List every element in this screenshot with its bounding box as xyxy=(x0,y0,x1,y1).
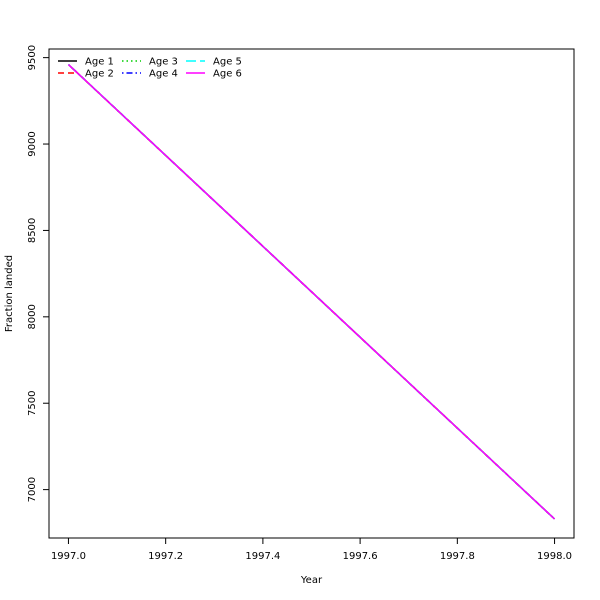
y-tick-label: 8500 xyxy=(27,218,38,243)
x-axis: 1997.0 1997.2 1997.4 1997.6 1997.8 1998.0 xyxy=(51,537,572,562)
x-tick-label: 1997.2 xyxy=(148,551,183,562)
legend-label: Age 6 xyxy=(213,69,242,80)
x-tick-label: 1997.4 xyxy=(245,551,280,562)
y-tick-label: 7000 xyxy=(27,477,38,502)
legend-label: Age 2 xyxy=(85,69,114,80)
x-tick-label: 1998.0 xyxy=(537,551,572,562)
y-axis-label: Fraction landed xyxy=(4,255,15,332)
y-axis: 7000 7500 8000 8500 9000 9500 xyxy=(27,45,50,502)
y-tick-label: 9500 xyxy=(27,45,38,70)
series-line-6 xyxy=(67,64,556,520)
legend-label: Age 3 xyxy=(149,57,178,68)
y-tick-label: 7500 xyxy=(27,390,38,415)
legend-label: Age 4 xyxy=(149,69,178,80)
x-tick-label: 1997.8 xyxy=(440,551,475,562)
y-tick-label: 8000 xyxy=(27,304,38,329)
legend-label: Age 5 xyxy=(213,57,242,68)
x-tick-label: 1997.0 xyxy=(51,551,86,562)
series-layer xyxy=(67,64,556,520)
x-tick-label: 1997.6 xyxy=(343,551,378,562)
x-axis-label: Year xyxy=(300,575,323,586)
y-tick-label: 9000 xyxy=(27,131,38,156)
legend-label: Age 1 xyxy=(85,57,114,68)
